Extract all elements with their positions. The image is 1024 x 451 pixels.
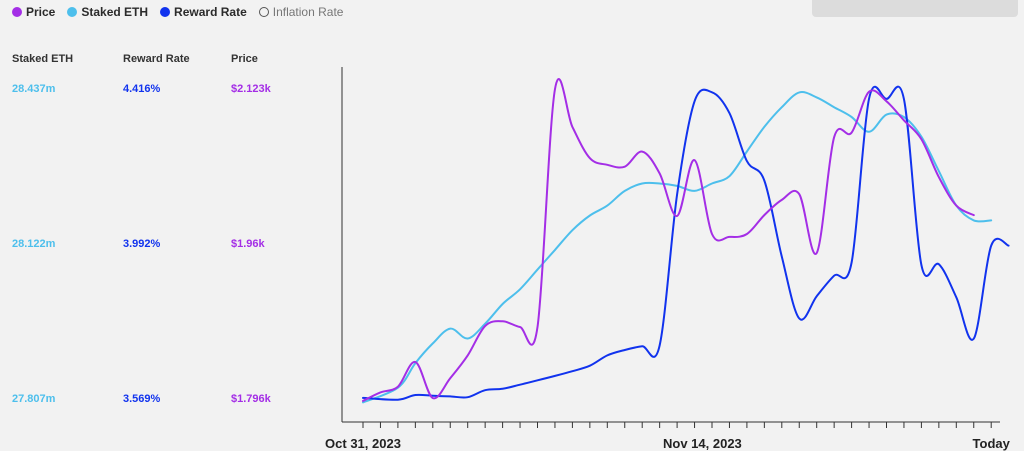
y-tick-label: $2.123k [231, 83, 271, 95]
y-tick-label: 3.569% [123, 393, 161, 405]
x-tick-label: Oct 31, 2023 [325, 436, 401, 451]
y-tick-label: 28.437m [12, 83, 56, 95]
y-tick-label: 28.122m [12, 238, 56, 250]
axis-header-staked: Staked ETH [12, 53, 74, 65]
series-line-staked-eth [362, 91, 993, 404]
top-right-panel [812, 0, 1018, 17]
x-tick-label: Nov 14, 2023 [663, 436, 742, 451]
y-tick-label: 27.807m [12, 393, 56, 405]
y-tick-label: $1.96k [231, 238, 265, 250]
legend-item-price[interactable]: Price [12, 5, 55, 19]
series-line-price [362, 78, 975, 402]
chart-legend: Price Staked ETH Reward Rate Inflation R… [12, 3, 343, 21]
legend-item-staked-eth[interactable]: Staked ETH [67, 5, 148, 19]
axis-header-price: Price [231, 53, 258, 65]
legend-ring-icon [258, 7, 269, 17]
legend-dot-icon [67, 7, 78, 17]
legend-label: Staked ETH [81, 5, 149, 19]
legend-item-reward-rate[interactable]: Reward Rate [160, 5, 247, 19]
x-tick-label: Today [973, 436, 1011, 451]
legend-dot-icon [12, 7, 22, 17]
legend-item-inflation-rate[interactable]: Inflation Rate [258, 5, 344, 19]
legend-label: Price [26, 5, 56, 19]
legend-label: Reward Rate [174, 5, 247, 19]
y-tick-label: $1.796k [231, 393, 271, 405]
legend-label: Inflation Rate [272, 5, 344, 19]
y-tick-label: 3.992% [123, 238, 161, 250]
legend-dot-icon [160, 7, 171, 17]
axis-header-reward: Reward Rate [123, 53, 190, 65]
y-tick-label: 4.416% [123, 83, 161, 95]
series-line-reward-rate [362, 85, 1010, 401]
